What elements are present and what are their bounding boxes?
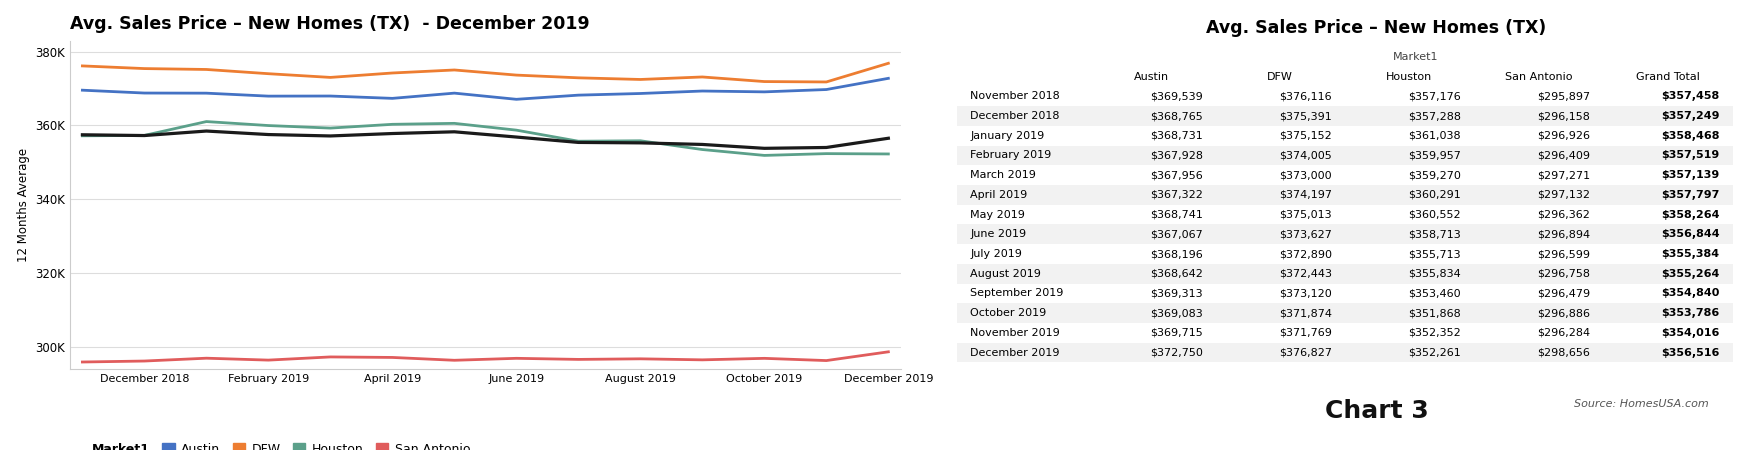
Legend: Market1, Austin, DFW, Houston, San Antonio: Market1, Austin, DFW, Houston, San Anton… [68,438,476,450]
Y-axis label: 12 Months Average: 12 Months Average [18,148,30,262]
Text: Market1: Market1 [1393,52,1438,62]
Text: Source: HomesUSA.com: Source: HomesUSA.com [1573,399,1708,409]
Text: Avg. Sales Price – New Homes (TX)  - December 2019: Avg. Sales Price – New Homes (TX) - Dece… [70,15,590,33]
Text: Chart 3: Chart 3 [1325,399,1428,423]
Text: Avg. Sales Price – New Homes (TX): Avg. Sales Price – New Homes (TX) [1206,19,1547,37]
